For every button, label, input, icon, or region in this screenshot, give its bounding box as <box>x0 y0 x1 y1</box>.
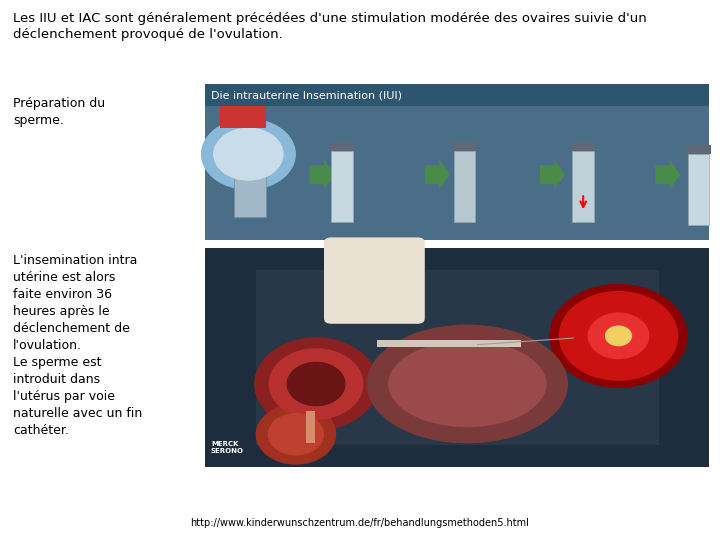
FancyArrow shape <box>655 160 680 190</box>
Bar <box>205 84 709 240</box>
Bar <box>452 141 477 151</box>
Bar <box>454 151 475 221</box>
Ellipse shape <box>366 325 568 443</box>
Text: Die intrauterine Insemination (IUI): Die intrauterine Insemination (IUI) <box>211 90 402 100</box>
Circle shape <box>269 349 363 419</box>
Text: http://www.kinderwunschzentrum.de/fr/behandlungsmethoden5.html: http://www.kinderwunschzentrum.de/fr/beh… <box>191 518 529 528</box>
FancyArrow shape <box>425 160 450 190</box>
Circle shape <box>606 326 631 346</box>
Circle shape <box>287 362 345 406</box>
Text: MERCK
SERONO: MERCK SERONO <box>211 441 244 454</box>
Bar <box>330 141 354 151</box>
Bar <box>377 340 521 347</box>
Circle shape <box>550 285 687 387</box>
Bar <box>256 270 659 445</box>
Circle shape <box>255 338 377 430</box>
Bar <box>688 154 709 225</box>
Bar <box>205 248 709 467</box>
Bar <box>572 151 594 221</box>
Bar <box>306 410 315 443</box>
Circle shape <box>559 292 678 380</box>
Text: Les IIU et IAC sont généralement précédées d'une stimulation modérée des ovaires: Les IIU et IAC sont généralement précédé… <box>13 12 647 42</box>
FancyArrow shape <box>540 160 565 190</box>
Bar <box>205 84 709 106</box>
Circle shape <box>269 414 323 455</box>
Bar <box>220 106 266 127</box>
Bar <box>205 103 709 240</box>
FancyArrow shape <box>310 160 335 190</box>
Circle shape <box>256 404 336 464</box>
FancyBboxPatch shape <box>324 238 425 324</box>
Bar <box>331 151 353 221</box>
Text: Préparation du
sperme.: Préparation du sperme. <box>13 97 105 127</box>
Circle shape <box>214 128 283 180</box>
Bar <box>234 171 266 217</box>
Bar <box>571 141 595 151</box>
Bar <box>686 145 711 154</box>
Ellipse shape <box>388 341 546 427</box>
Text: L'insemination intra
utérine est alors
faite environ 36
heures après le
déclench: L'insemination intra utérine est alors f… <box>13 254 143 437</box>
Circle shape <box>202 119 295 189</box>
Circle shape <box>588 313 649 359</box>
